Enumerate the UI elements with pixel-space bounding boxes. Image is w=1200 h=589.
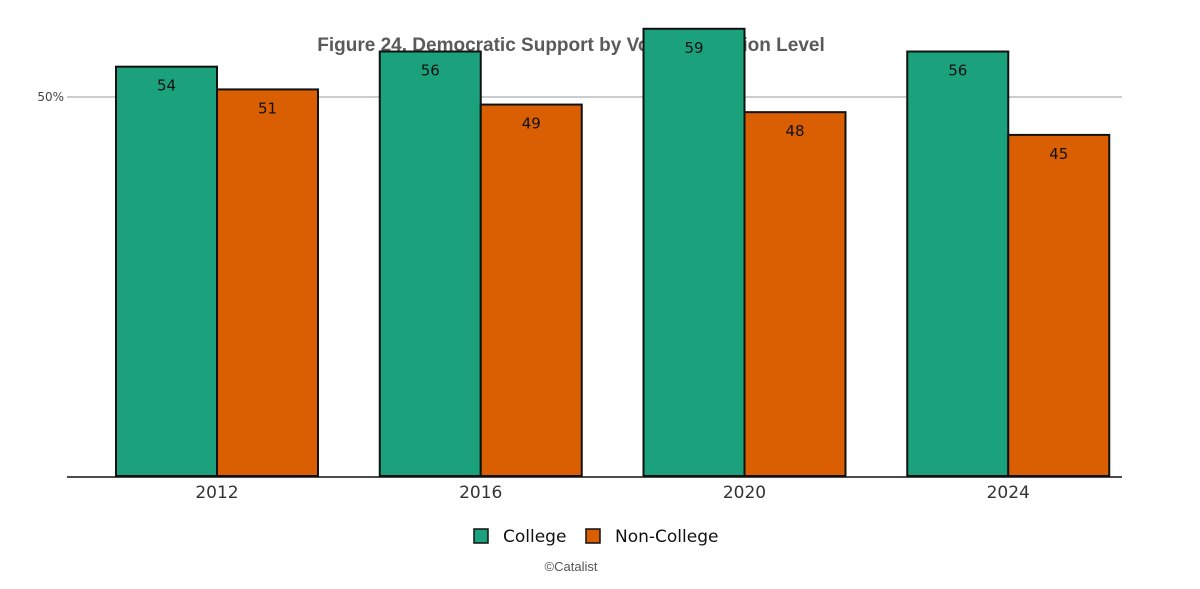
legend: College Non-College [473,527,718,547]
plot-area: 50% 54 51 2012 56 49 2016 59 48 2020 56 45 2024 [37,27,1122,503]
legend-label-non-college: Non-College [615,527,718,547]
data-label-college-2024: 56 [948,62,967,80]
bar-college-2024 [906,50,1010,478]
x-tick-label-2012: 2012 [195,483,238,503]
x-tick-label-2016: 2016 [459,483,502,503]
bar-college-2012 [115,65,218,478]
data-label-college-2016: 56 [421,62,440,80]
bar-college-2016 [378,50,482,478]
data-label-college-2020: 59 [684,39,703,57]
data-label-non-college-2012: 51 [258,99,277,117]
x-tick-label-2024: 2024 [987,483,1030,503]
x-tick-label-2020: 2020 [723,483,766,503]
bar-non-college-2020 [743,111,847,477]
credit-text: ©Catalist [545,559,598,574]
bar-non-college-2024 [1007,133,1111,477]
legend-swatch-non-college [585,528,601,544]
legend-label-college: College [503,527,566,547]
y-tick-label: 50% [37,90,64,104]
data-label-non-college-2024: 45 [1049,145,1068,163]
data-label-non-college-2020: 48 [785,122,804,140]
legend-swatch-college [473,528,489,544]
data-label-college-2012: 54 [157,77,176,95]
bar-college-2020 [642,27,746,478]
bar-non-college-2012 [216,88,319,477]
bar-non-college-2016 [479,103,583,478]
data-label-non-college-2016: 49 [522,115,541,133]
